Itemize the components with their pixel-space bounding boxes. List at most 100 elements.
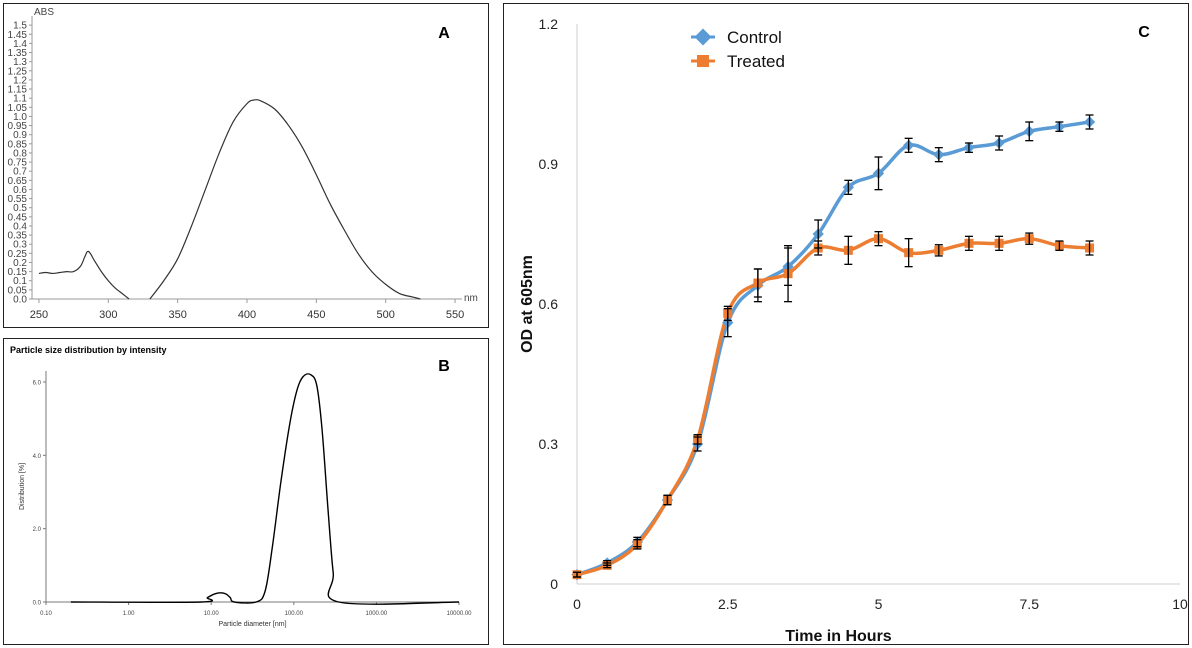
error-bar-treated: [964, 235, 973, 251]
x-tick-label: 2.5: [718, 596, 738, 612]
panel-c-growth-curve-chart: 0 0.3 0.6 0.9 1.2 0 2.5 5 7.5 10 Time in Hours OD a…: [503, 3, 1189, 645]
y-tick-label: 0.25: [8, 249, 28, 260]
error-bar-control: [1025, 121, 1034, 142]
y-tick-label: 0.3: [539, 436, 559, 452]
error-bar-control: [1085, 114, 1094, 130]
x-tick-label: 0.10: [40, 611, 52, 617]
x-tick-label: 300: [99, 309, 117, 321]
y-tick-label: 1.4: [13, 39, 27, 50]
panel-letter: C: [1138, 24, 1150, 41]
particle-size-chart-svg: Particle size distribution by intensity B…: [10, 345, 472, 628]
y-tick-label: 0.45: [8, 212, 28, 223]
y-tick-label: 1.3: [13, 57, 27, 68]
y-axis-label: ABS: [34, 7, 54, 18]
series-line-control: [575, 120, 1092, 577]
y-tick-label: 1.2: [539, 16, 559, 32]
panel-b-particle-size-chart: Particle size distribution by intensity B…: [3, 338, 489, 645]
y-tick-label: 0.0: [33, 601, 42, 607]
y-tick-label: 0.9: [539, 156, 559, 172]
x-tick-label: 7.5: [1020, 596, 1040, 612]
error-bar-treated: [814, 240, 823, 256]
x-tick-label: 5: [875, 596, 883, 612]
error-bar-treated: [753, 268, 762, 298]
y-tick-label: 6.0: [33, 381, 42, 387]
y-tick-label: 0.3: [13, 240, 27, 251]
absorbance-chart-svg: 0.00.050.10.150.20.250.30.350.40.450.50.…: [8, 7, 478, 321]
error-bar-treated: [844, 235, 853, 265]
y-tick-label: 0.6: [13, 185, 27, 196]
y-tick-label: 0.4: [13, 221, 27, 232]
x-tick-label: 550: [446, 309, 464, 321]
x-tick-label: 450: [307, 309, 325, 321]
error-bar-treated: [723, 305, 732, 321]
error-bar-treated: [663, 494, 672, 506]
x-tick-label: 100.00: [285, 611, 304, 617]
error-bar-treated: [693, 434, 702, 445]
y-tick-label: 0.55: [8, 194, 28, 205]
error-bar-treated: [995, 235, 1004, 251]
y-tick-label: 0.05: [8, 285, 28, 296]
y-tick-label: 0.35: [8, 231, 28, 242]
y-tick-label: 0.85: [8, 139, 28, 150]
chart-title: Particle size distribution by intensity: [10, 345, 167, 355]
y-tick-label: 1.5: [13, 21, 27, 32]
error-bar-control: [964, 142, 973, 153]
x-tick-label: 1000.00: [366, 611, 388, 617]
x-tick-label: 500: [377, 309, 395, 321]
error-bar-control: [844, 179, 853, 195]
y-tick-label: 0.8: [13, 148, 27, 159]
y-tick-label: 0.5: [13, 203, 27, 214]
error-bar-control: [874, 156, 883, 191]
y-tick-label: 1.15: [8, 85, 28, 96]
x-tick-label: 250: [30, 309, 48, 321]
legend-label: Treated: [727, 52, 785, 71]
y-tick-label: 2.0: [33, 527, 42, 533]
y-tick-label: 0.9: [13, 130, 27, 141]
x-axis-label: nm: [464, 293, 478, 304]
y-tick-label: 0.0: [13, 295, 27, 306]
legend-item-control: Control: [691, 28, 782, 47]
y-tick-label: 1.35: [8, 48, 28, 59]
panel-a-absorbance-chart: 0.0 0.05 0.1 0.15 0.2 0.25 0.3 0.35 0.4 0.45 0.5 0.…: [3, 3, 489, 328]
legend-marker-square: [697, 55, 709, 67]
x-axis-label: Particle diameter [nm]: [218, 621, 286, 628]
y-tick-label: 0.75: [8, 158, 28, 169]
y-tick-label: 1.2: [13, 75, 27, 86]
legend-label: Control: [727, 28, 782, 47]
y-tick-label: 0: [550, 576, 558, 592]
y-tick-label: 0.7: [13, 167, 27, 178]
y-tick-label: 1.45: [8, 30, 28, 41]
x-tick-label: 0: [573, 596, 581, 612]
error-bar-treated: [904, 238, 913, 268]
y-tick-label: 1.05: [8, 103, 28, 114]
error-bar-treated: [633, 539, 642, 550]
x-tick-label: 1.00: [123, 611, 135, 617]
error-bar-treated: [934, 244, 943, 257]
legend-marker-diamond: [694, 28, 712, 46]
series-line-treated: [575, 236, 1092, 577]
growth-curve-chart-svg: 0 0.3 0.6 0.9 1.2 0 2.5 5 7.5 10 Time in Hours OD a…: [519, 16, 1188, 645]
absorbance-line: [149, 99, 421, 300]
y-tick-label: 0.15: [8, 267, 28, 278]
y-tick-label: 0.95: [8, 121, 28, 132]
y-tick-label: 4.0: [33, 454, 42, 460]
y-tick-label: 1.1: [13, 94, 27, 105]
y-tick-label: 0.2: [13, 258, 27, 269]
error-bar-treated: [1025, 232, 1034, 245]
y-tick-label: 1.25: [8, 66, 28, 77]
legend-item-treated: Treated: [691, 52, 785, 71]
absorbance-line: [38, 250, 130, 300]
error-bar-treated: [1055, 240, 1064, 251]
x-axis-label: Time in Hours: [785, 628, 891, 645]
error-bar-treated: [1085, 240, 1094, 256]
y-tick-label: 0.6: [539, 296, 559, 312]
panel-letter: B: [438, 358, 450, 375]
error-bar-control: [904, 137, 913, 153]
error-bar-treated: [573, 571, 581, 578]
y-tick-label: 0.1: [13, 276, 27, 287]
error-bar-control: [934, 147, 943, 163]
error-bar-control: [1055, 121, 1064, 132]
error-bar-treated: [603, 562, 612, 569]
y-tick-label: 0.65: [8, 176, 28, 187]
x-tick-label: 400: [238, 309, 256, 321]
